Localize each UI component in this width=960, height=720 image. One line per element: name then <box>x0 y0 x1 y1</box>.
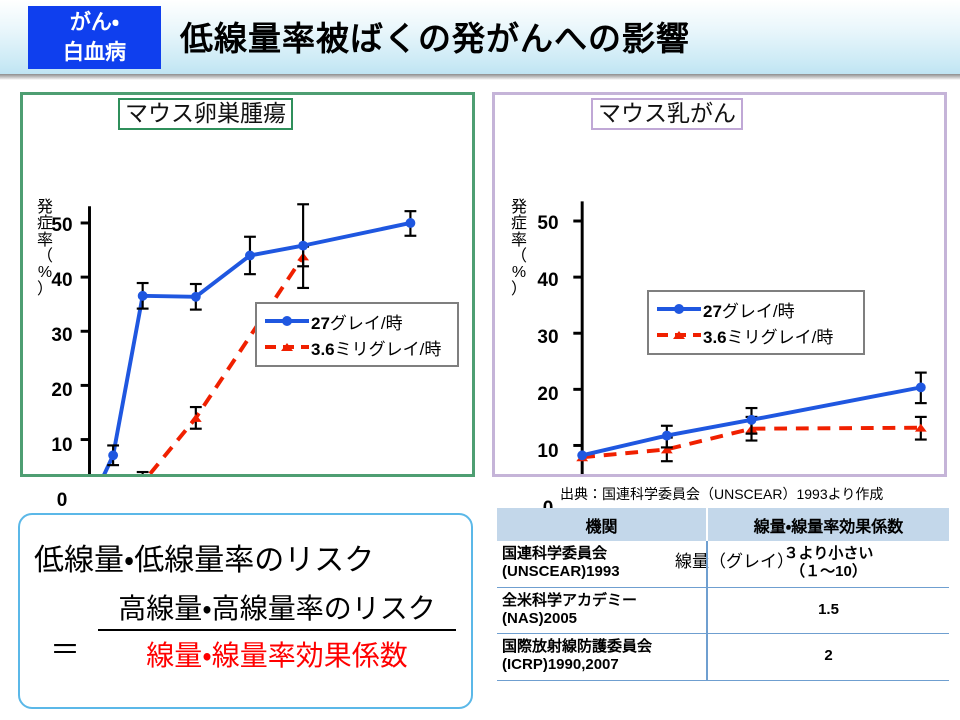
y-tick-label: 10 <box>537 441 559 462</box>
factor-line1: ３より小さい <box>783 545 874 562</box>
category-badge: がん・ 白血病 <box>28 6 161 69</box>
y-tick-label: 40 <box>537 270 559 291</box>
table-cell-organization: 国連科学委員会 (UNSCEAR)1993 <box>497 541 708 588</box>
factor-line2: （１～10） <box>790 563 867 581</box>
table-cell-organization: 国際放射線防護委員会 (ICRP)1990,2007 <box>497 633 708 681</box>
y-tick-label: 20 <box>537 384 559 405</box>
category-badge-line1: がん・ <box>69 11 120 34</box>
legend-entry: 27グレイ/時 <box>655 296 855 322</box>
formula-box: 低線量・低線量率のリスク ＝ 高線量・高線量率のリスク 線量・線量率効果係数 <box>18 513 473 709</box>
y-tick-label: 30 <box>537 327 559 348</box>
org-line1: 国際放射線防護委員会 <box>502 638 653 656</box>
y-axis-char: % <box>511 264 527 282</box>
y-tick-label: 50 <box>537 213 559 234</box>
formula-fraction-denominator: 線量・線量率効果係数 <box>146 640 408 671</box>
legend-entry: 27グレイ/時 <box>263 308 449 334</box>
legend-label-unit: ミリグレイ/時 <box>726 327 834 347</box>
y-tick-label: 40 <box>51 270 73 291</box>
table-cell-factor: 2 <box>707 633 949 681</box>
legend-label-unit: グレイ/時 <box>721 301 795 321</box>
legend-key-solid-blue <box>263 312 311 330</box>
legend-label: 3.6ミリグレイ/時 <box>703 323 833 348</box>
table-row: 国連科学委員会 (UNSCEAR)1993 ３より小さい （１～10） <box>497 541 949 588</box>
legend-entry: 3.6ミリグレイ/時 <box>655 322 855 348</box>
header-divider <box>0 74 960 80</box>
y-axis-char: 率 <box>510 231 527 249</box>
table-row: 国際放射線防護委員会 (ICRP)1990,2007 2 <box>497 633 949 681</box>
legend-label: 3.6ミリグレイ/時 <box>311 335 441 360</box>
legend-label: 27グレイ/時 <box>311 309 403 334</box>
chart-legend-right: 27グレイ/時 3.6ミリグレイ/時 <box>647 290 865 355</box>
table-header-row: 機関 線量・線量率効果係数 <box>497 508 949 541</box>
y-axis-char: 症 <box>36 215 53 233</box>
legend-label-value: 3.6 <box>703 327 727 347</box>
org-line2: (NAS)2005 <box>502 609 578 627</box>
formula-fraction-bar <box>98 629 456 631</box>
y-axis-char: 発 <box>36 199 53 216</box>
chart-plot-right <box>573 201 927 474</box>
legend-label-value: 3.6 <box>311 339 335 359</box>
y-axis-char: （ <box>36 247 53 265</box>
source-citation: 出典：国連科学委員会（UNSCEAR）1993より作成 <box>560 486 884 502</box>
table-cell-organization: 全米科学アカデミー (NAS)2005 <box>497 587 708 635</box>
table-cell-factor: ３より小さい （１～10） <box>707 541 949 588</box>
legend-label-value: 27 <box>311 313 330 333</box>
y-axis-title-right: 発 症 率 （ % ） <box>509 199 529 298</box>
y-axis-char: ） <box>510 280 527 298</box>
chart-panel-ovarian-tumor: マウス卵巣腫瘍 発 症 率 （ % ） 50 40 30 20 10 0 0 1… <box>20 92 475 567</box>
chart-panel-breast-cancer: マウス乳がん 発 症 率 （ % ） 50 40 30 20 10 0 0 0.… <box>492 92 947 571</box>
legend-entry: 3.6ミリグレイ/時 <box>263 334 449 360</box>
y-axis-char: 率 <box>36 231 53 249</box>
y-tick-label: 30 <box>51 325 73 346</box>
category-badge-line2: 白血病 <box>63 41 126 64</box>
y-tick-label: 20 <box>51 380 73 401</box>
chart-title-right: マウス乳がん <box>591 98 743 131</box>
org-line2: (ICRP)1990,2007 <box>502 656 619 674</box>
y-axis-char: （ <box>510 247 527 265</box>
y-tick-label: 0 <box>56 490 68 511</box>
legend-label-unit: ミリグレイ/時 <box>334 339 442 359</box>
legend-key-dashed-red <box>263 338 311 356</box>
formula-equals-sign: ＝ <box>50 634 80 667</box>
table-header-organization: 機関 <box>497 508 708 541</box>
org-line1: 全米科学アカデミー <box>502 591 638 609</box>
page-title: 低線量率被ばくの発がんへの影響 <box>180 20 690 57</box>
y-tick-label: 10 <box>51 435 73 456</box>
legend-label-unit: グレイ/時 <box>329 313 403 333</box>
legend-key-dashed-red <box>655 326 703 344</box>
chart-title-left: マウス卵巣腫瘍 <box>118 98 293 131</box>
ddref-table: 機関 線量・線量率効果係数 国連科学委員会 (UNSCEAR)1993 ３より小… <box>497 508 949 681</box>
y-axis-char: % <box>37 264 53 282</box>
table-header-factor: 線量・線量率効果係数 <box>707 508 949 541</box>
legend-label-value: 27 <box>703 301 722 321</box>
formula-fraction-numerator: 高線量・高線量率のリスク <box>118 593 436 624</box>
org-line2: (UNSCEAR)1993 <box>502 563 620 581</box>
chart-legend-left: 27グレイ/時 3.6ミリグレイ/時 <box>255 302 459 367</box>
legend-key-solid-blue <box>655 300 703 318</box>
slide-header: がん・ 白血病 低線量率被ばくの発がんへの影響 <box>0 0 960 78</box>
table-cell-factor: 1.5 <box>707 587 949 635</box>
org-line1: 国連科学委員会 <box>502 545 608 562</box>
y-axis-char: 発 <box>510 199 527 216</box>
formula-fraction: 高線量・高線量率のリスク 線量・線量率効果係数 <box>98 587 456 674</box>
y-axis-char: ） <box>36 280 53 298</box>
y-axis-title-left: 発 症 率 （ % ） <box>35 199 55 298</box>
chart-plot-left <box>80 203 417 474</box>
formula-lhs: 低線量・低線量率のリスク <box>34 544 375 577</box>
legend-label: 27グレイ/時 <box>703 297 795 322</box>
table-row: 全米科学アカデミー (NAS)2005 1.5 <box>497 587 949 635</box>
y-axis-char: 症 <box>510 215 527 233</box>
y-tick-label: 50 <box>51 215 73 236</box>
